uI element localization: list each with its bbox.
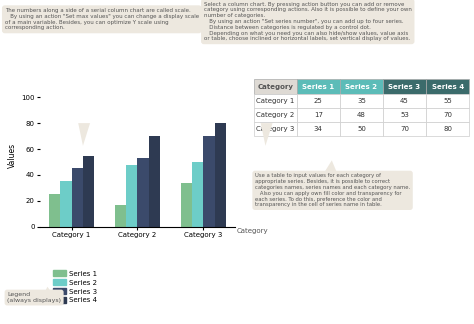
Text: Legend
(always displays): Legend (always displays) [7,292,61,303]
Bar [115,205,126,227]
Bar [137,158,149,227]
Bar [181,183,192,227]
Bar [60,181,72,227]
Text: Category: Category [237,228,269,235]
Bar [49,194,60,227]
Bar [83,156,94,227]
Text: Use a table to input values for each category of
appropriate series. Besides, it: Use a table to input values for each cat… [255,173,410,207]
Text: Select a column chart. By pressing action button you can add or remove
category : Select a column chart. By pressing actio… [204,2,412,41]
Bar [215,123,226,227]
Text: The numbers along a side of a serial column chart are called scale.
   By using : The numbers along a side of a serial col… [5,8,199,30]
Bar [149,136,160,227]
Bar [72,168,83,227]
Bar [203,136,215,227]
Legend: Series 1, Series 2, Series 3, Series 4: Series 1, Series 2, Series 3, Series 4 [54,270,98,303]
Y-axis label: Values: Values [8,143,17,168]
Bar [192,162,203,227]
Bar [126,165,137,227]
